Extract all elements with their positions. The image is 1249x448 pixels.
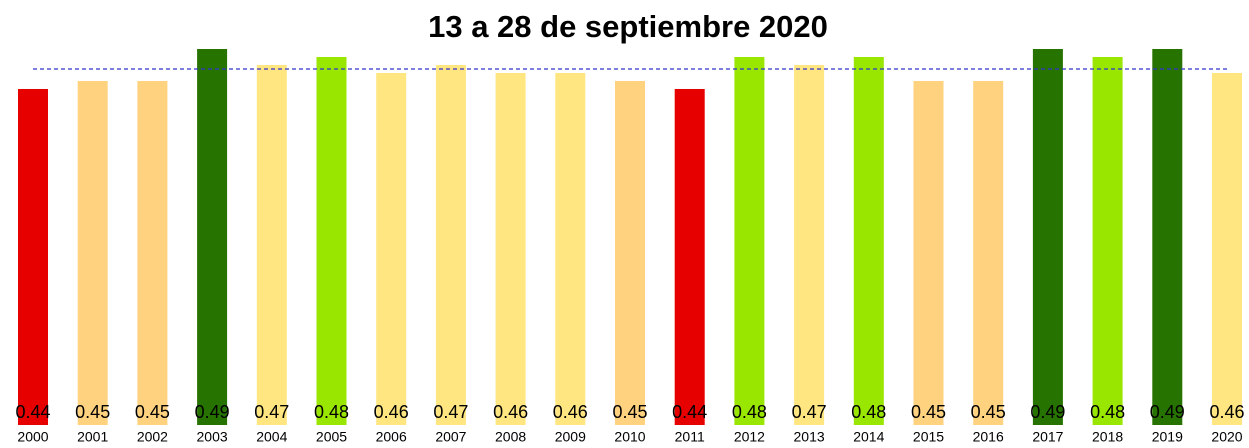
bar: [734, 57, 765, 425]
bar: [376, 73, 407, 425]
x-tick-label: 2004: [256, 429, 287, 445]
x-tick-label: 2003: [197, 429, 228, 445]
bar: [256, 65, 287, 425]
value-label: 0.47: [433, 402, 468, 422]
value-label: 0.47: [792, 402, 827, 422]
bar: [794, 65, 825, 425]
value-label: 0.48: [732, 402, 767, 422]
bar: [1092, 57, 1123, 425]
x-tick-label: 2016: [973, 429, 1004, 445]
value-label: 0.45: [612, 402, 647, 422]
x-tick-label: 2013: [794, 429, 825, 445]
x-tick-label: 2011: [675, 429, 705, 445]
chart-title: 13 a 28 de septiembre 2020: [428, 9, 828, 44]
x-tick-label: 2001: [77, 429, 108, 445]
bar: [435, 65, 466, 425]
x-tick-label: 2007: [435, 429, 466, 445]
value-label: 0.48: [1090, 402, 1125, 422]
value-label: 0.45: [135, 402, 170, 422]
x-tick-label: 2015: [913, 429, 944, 445]
value-label: 0.46: [374, 402, 409, 422]
value-label: 0.49: [1150, 402, 1185, 422]
x-tick-label: 2020: [1211, 429, 1242, 445]
bar: [615, 81, 645, 425]
bar: [973, 81, 1004, 425]
bar: [555, 73, 586, 425]
x-tick-label: 2002: [137, 429, 168, 445]
bar: [674, 89, 705, 425]
bar: [197, 49, 228, 425]
bar: [316, 57, 347, 425]
value-label: 0.45: [75, 402, 110, 422]
x-tick-label: 2009: [555, 429, 586, 445]
value-label: 0.45: [971, 402, 1006, 422]
x-tick-label: 2017: [1032, 429, 1063, 445]
x-tick-label: 2005: [316, 429, 347, 445]
value-label: 0.44: [672, 402, 707, 422]
bar: [853, 57, 884, 425]
bar: [495, 73, 526, 425]
x-tick-label: 2006: [376, 429, 407, 445]
bar: [137, 81, 168, 425]
bar: [77, 81, 108, 425]
x-tick-label: 2018: [1092, 429, 1123, 445]
value-label: 0.48: [851, 402, 886, 422]
value-label: 0.46: [493, 402, 528, 422]
value-label: 0.44: [15, 402, 50, 422]
value-label: 0.45: [911, 402, 946, 422]
bar: [1032, 49, 1063, 425]
x-tick-label: 2010: [614, 429, 645, 445]
bar: [1212, 73, 1242, 425]
value-label: 0.49: [1030, 402, 1065, 422]
x-tick-label: 2008: [495, 429, 526, 445]
bar: [1152, 49, 1183, 425]
bar: [18, 89, 48, 425]
value-label: 0.48: [314, 402, 349, 422]
x-tick-label: 2014: [853, 429, 884, 445]
value-label: 0.46: [1209, 402, 1244, 422]
value-label: 0.49: [195, 402, 230, 422]
x-tick-label: 2019: [1152, 429, 1183, 445]
bar: [913, 81, 944, 425]
x-tick-label: 2000: [17, 429, 48, 445]
value-label: 0.46: [553, 402, 588, 422]
value-label: 0.47: [254, 402, 289, 422]
x-tick-label: 2012: [734, 429, 765, 445]
